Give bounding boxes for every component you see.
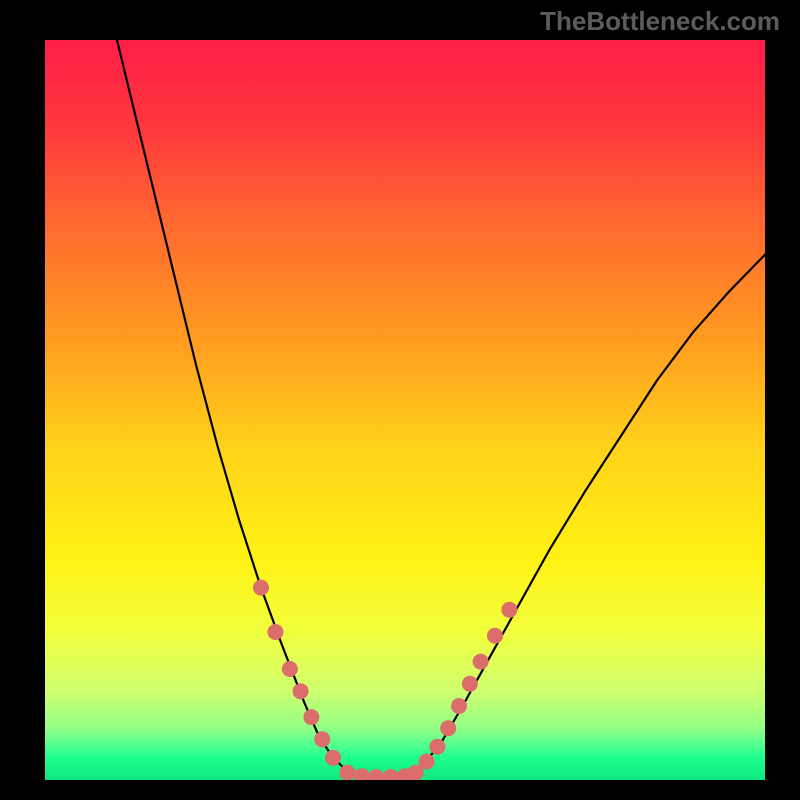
curve-marker: [267, 624, 283, 640]
curve-marker: [487, 628, 503, 644]
chart-svg: [45, 40, 765, 780]
curve-marker: [325, 750, 341, 766]
curve-marker: [368, 769, 384, 780]
watermark-text: TheBottleneck.com: [540, 6, 780, 37]
curve-marker: [408, 765, 424, 780]
curve-marker: [354, 768, 370, 780]
curve-marker: [282, 661, 298, 677]
curve-marker: [501, 602, 517, 618]
plot-area: [45, 40, 765, 780]
curve-marker: [429, 739, 445, 755]
curve-marker: [473, 654, 489, 670]
curve-markers: [253, 580, 517, 780]
curve-marker: [462, 676, 478, 692]
curve-marker: [440, 720, 456, 736]
curve-marker: [383, 769, 399, 780]
curve-marker: [303, 709, 319, 725]
curve-marker: [253, 580, 269, 596]
curve-marker: [293, 683, 309, 699]
curve-marker: [451, 698, 467, 714]
bottleneck-curve: [117, 40, 765, 777]
curve-marker: [339, 765, 355, 780]
curve-marker: [419, 754, 435, 770]
curve-marker: [397, 768, 413, 780]
stage: TheBottleneck.com: [0, 0, 800, 800]
curve-marker: [314, 731, 330, 747]
